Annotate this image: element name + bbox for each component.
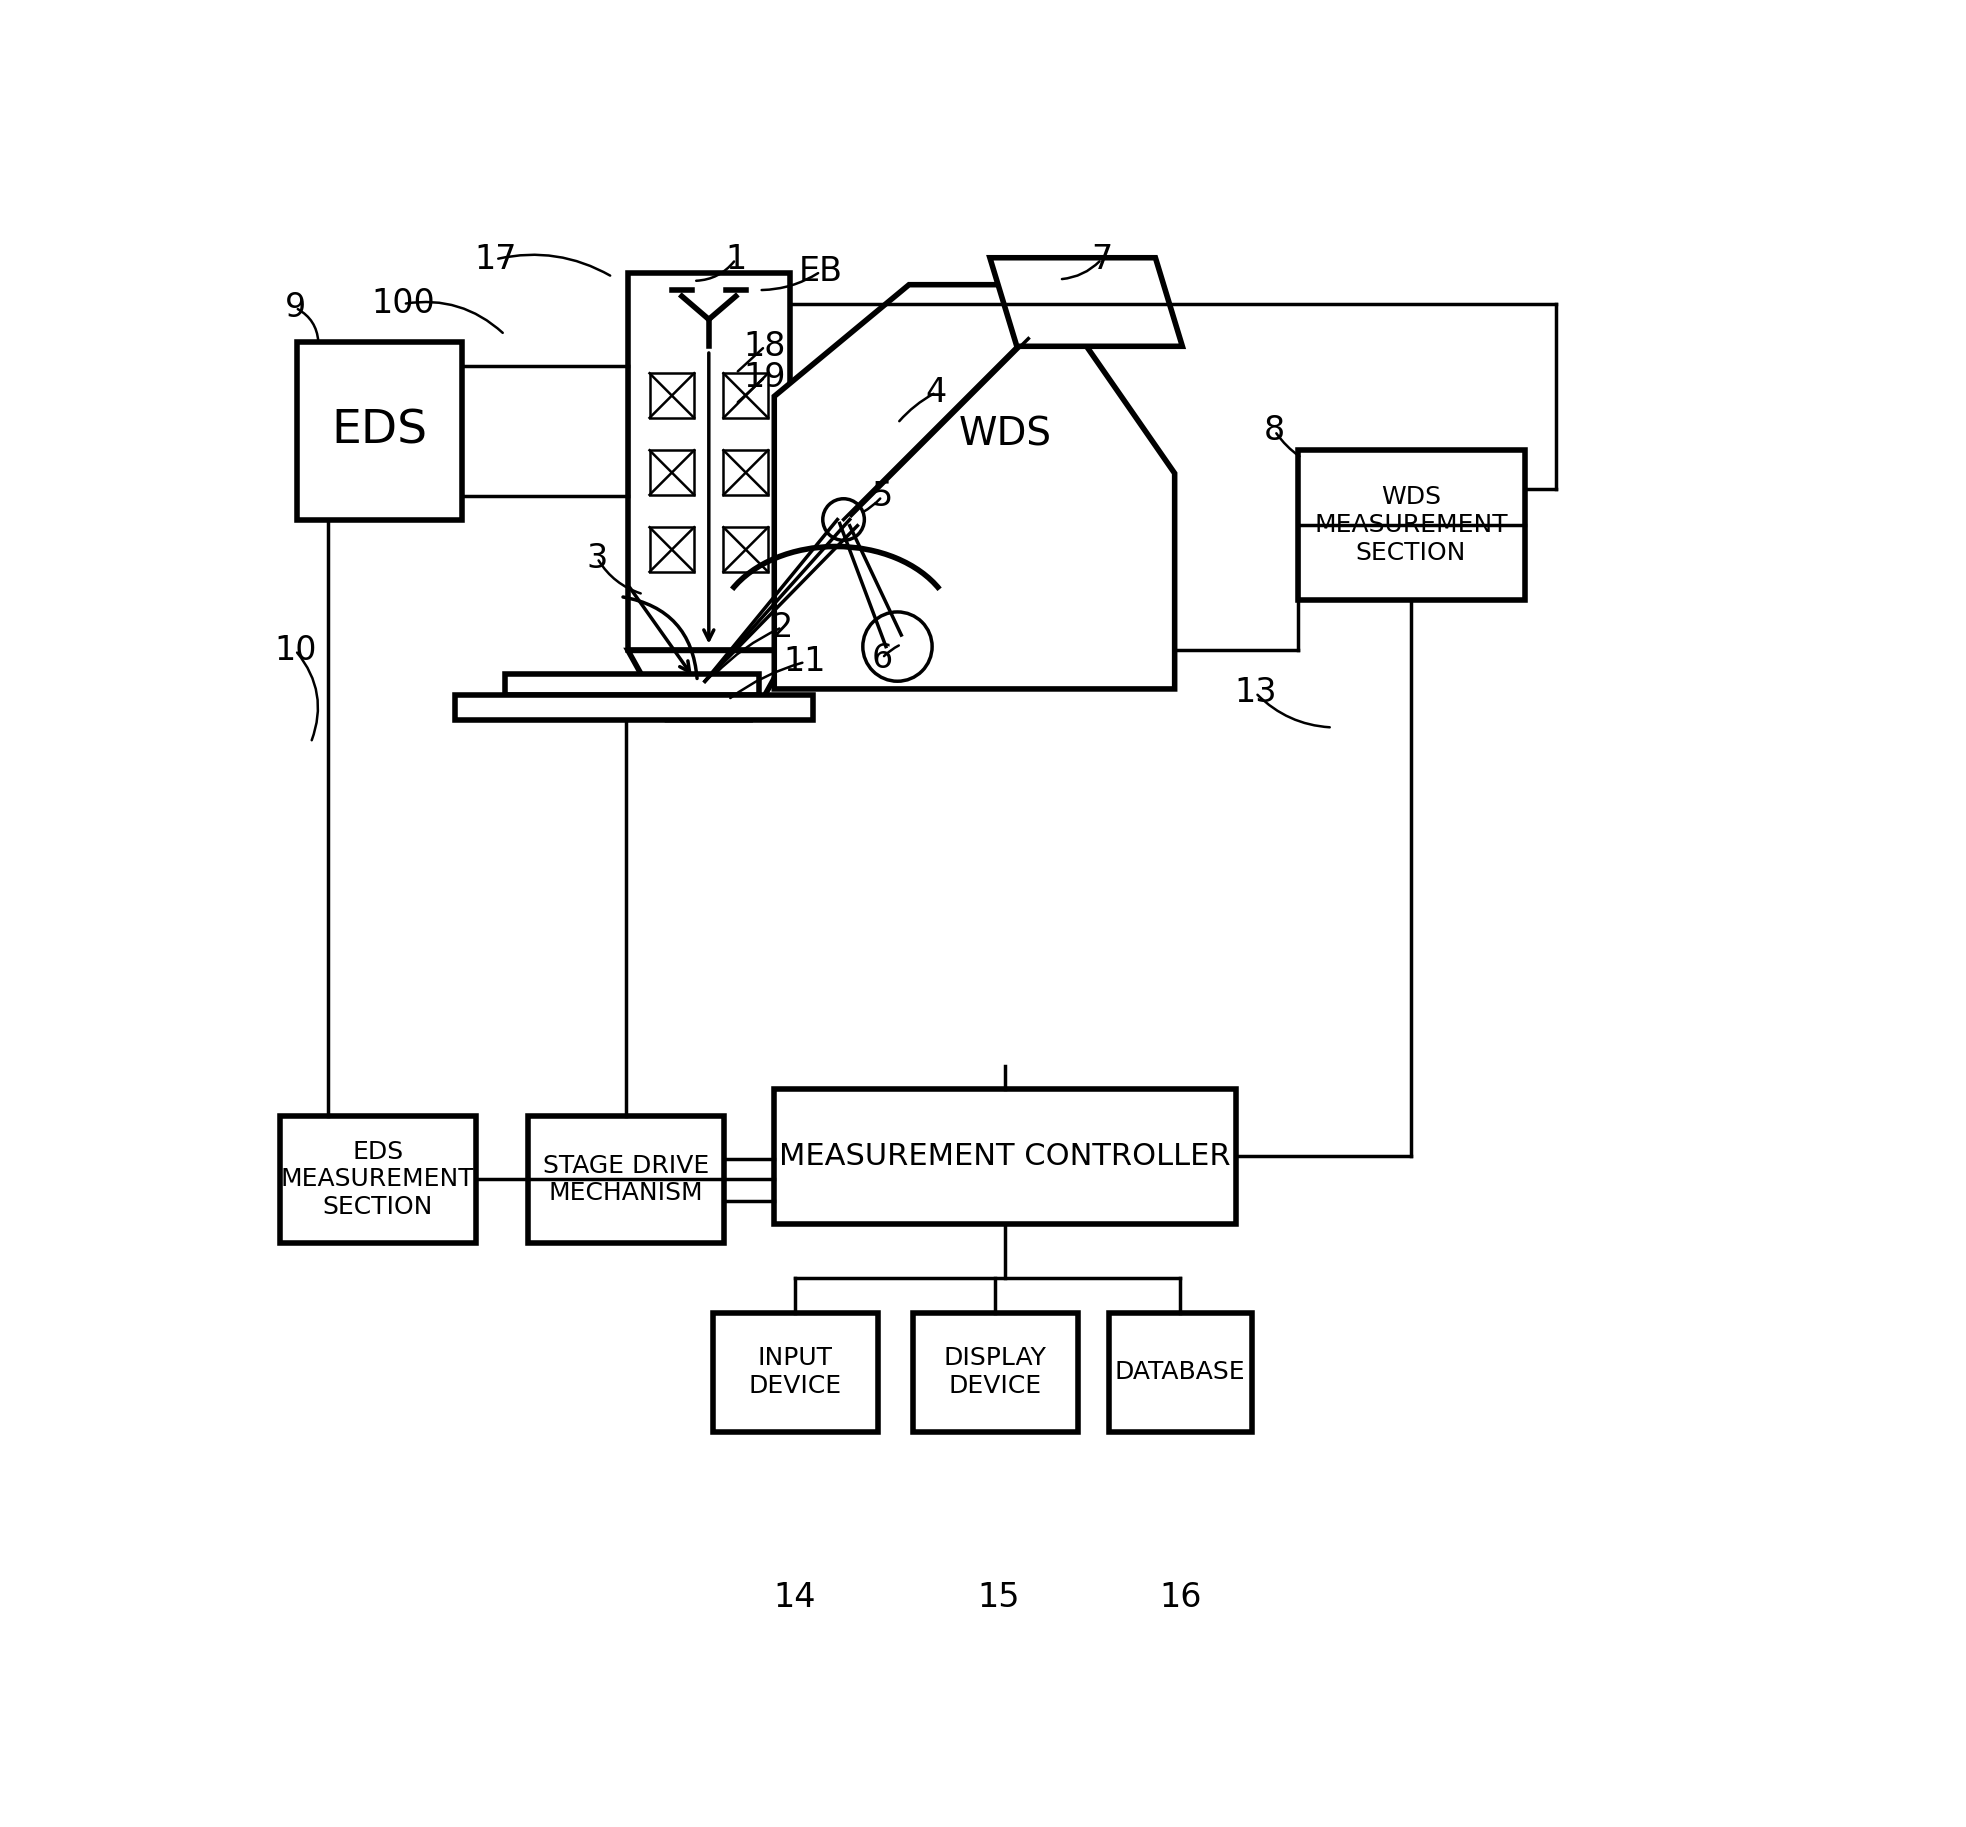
- Text: WDS
MEASUREMENT
SECTION: WDS MEASUREMENT SECTION: [1313, 486, 1508, 565]
- Text: 15: 15: [977, 1580, 1020, 1613]
- Polygon shape: [627, 650, 790, 720]
- Bar: [1109, 1312, 1252, 1432]
- Bar: [1298, 449, 1526, 601]
- Text: 11: 11: [784, 645, 826, 678]
- Text: EDS
MEASUREMENT
SECTION: EDS MEASUREMENT SECTION: [281, 1140, 474, 1219]
- Text: 2: 2: [771, 610, 792, 643]
- Polygon shape: [775, 285, 1174, 689]
- Text: 7: 7: [1091, 243, 1113, 276]
- Text: DATABASE: DATABASE: [1115, 1359, 1244, 1383]
- Text: 100: 100: [372, 287, 434, 320]
- Bar: [723, 528, 769, 572]
- Text: 16: 16: [1160, 1580, 1201, 1613]
- Text: WDS: WDS: [959, 417, 1052, 453]
- Text: INPUT
DEVICE: INPUT DEVICE: [749, 1346, 841, 1398]
- Text: 13: 13: [1235, 676, 1276, 709]
- Bar: [912, 1312, 1079, 1432]
- Bar: [723, 449, 769, 495]
- Bar: [649, 449, 694, 495]
- Text: 4: 4: [926, 376, 946, 409]
- Text: 19: 19: [743, 360, 786, 393]
- Bar: [279, 1116, 476, 1244]
- Text: EB: EB: [798, 256, 843, 289]
- Text: 1: 1: [725, 243, 747, 276]
- Bar: [649, 528, 694, 572]
- Text: 17: 17: [474, 243, 517, 276]
- Bar: [712, 1312, 879, 1432]
- Text: 14: 14: [775, 1580, 816, 1613]
- Bar: [775, 1089, 1237, 1224]
- Bar: [649, 373, 694, 418]
- Text: 9: 9: [285, 290, 307, 323]
- Polygon shape: [989, 258, 1182, 347]
- Text: 3: 3: [586, 541, 607, 574]
- Bar: [505, 674, 759, 694]
- Text: EDS: EDS: [330, 409, 427, 453]
- Text: MEASUREMENT CONTROLLER: MEASUREMENT CONTROLLER: [779, 1142, 1231, 1171]
- Bar: [723, 373, 769, 418]
- Bar: [627, 274, 790, 650]
- Text: 18: 18: [743, 331, 786, 364]
- Text: 6: 6: [871, 641, 893, 674]
- Bar: [454, 694, 812, 720]
- Bar: [297, 342, 462, 519]
- Text: STAGE DRIVE
MECHANISM: STAGE DRIVE MECHANISM: [543, 1153, 710, 1206]
- Text: 8: 8: [1264, 415, 1286, 448]
- Text: 10: 10: [273, 634, 317, 667]
- Bar: [527, 1116, 723, 1244]
- Text: DISPLAY
DEVICE: DISPLAY DEVICE: [944, 1346, 1046, 1398]
- Text: 5: 5: [871, 481, 893, 513]
